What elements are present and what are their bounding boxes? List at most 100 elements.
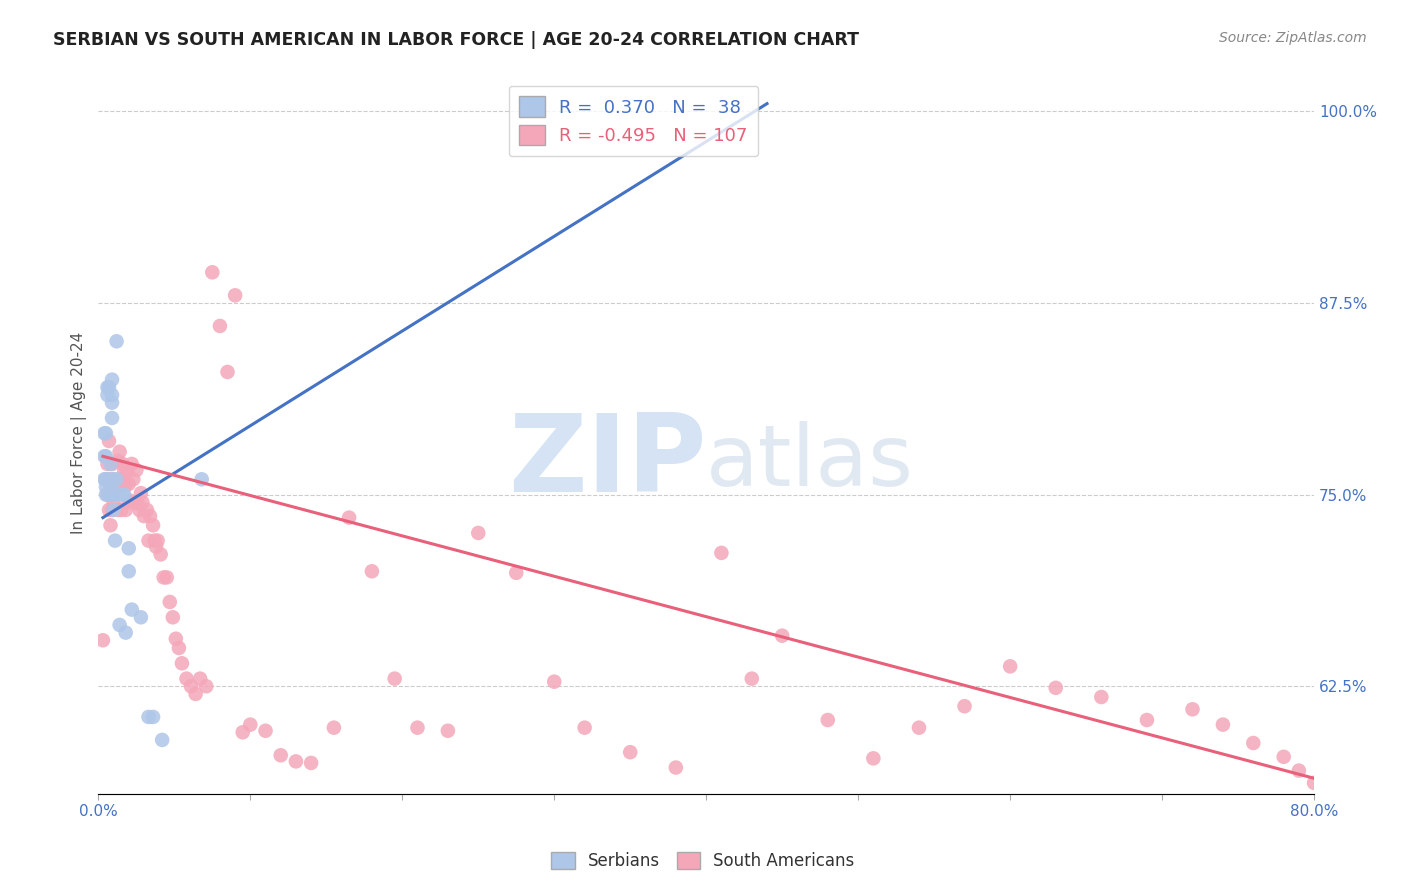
Point	[201, 265, 224, 279]
Point	[101, 488, 124, 502]
Legend: Serbians, South Americans: Serbians, South Americans	[544, 845, 862, 877]
Point	[108, 444, 131, 458]
Point	[770, 629, 793, 643]
Point	[110, 503, 132, 517]
Point	[1326, 745, 1348, 759]
Point	[208, 318, 231, 333]
Point	[1045, 681, 1067, 695]
Point	[224, 288, 246, 302]
Point	[93, 472, 115, 486]
Point	[104, 533, 127, 548]
Point	[132, 509, 155, 524]
Point	[100, 457, 122, 471]
Point	[112, 465, 135, 479]
Point	[1341, 772, 1364, 786]
Point	[103, 488, 125, 502]
Point	[190, 472, 212, 486]
Text: SERBIAN VS SOUTH AMERICAN IN LABOR FORCE | AGE 20-24 CORRELATION CHART: SERBIAN VS SOUTH AMERICAN IN LABOR FORCE…	[53, 31, 859, 49]
Point	[146, 533, 169, 548]
Point	[998, 659, 1021, 673]
Point	[152, 570, 174, 584]
Point	[103, 472, 125, 486]
Point	[103, 503, 125, 517]
Point	[131, 495, 153, 509]
Point	[619, 745, 641, 759]
Point	[254, 723, 277, 738]
Point	[574, 721, 596, 735]
Point	[129, 610, 152, 624]
Text: atlas: atlas	[706, 421, 914, 504]
Point	[142, 710, 165, 724]
Point	[1212, 717, 1234, 731]
Point	[817, 713, 839, 727]
Point	[118, 495, 141, 509]
Point	[337, 510, 360, 524]
Point	[114, 625, 136, 640]
Point	[103, 495, 125, 509]
Point	[118, 541, 141, 556]
Point	[121, 457, 143, 471]
Point	[96, 380, 118, 394]
Point	[138, 533, 160, 548]
Point	[1136, 713, 1159, 727]
Point	[101, 388, 124, 402]
Point	[1241, 736, 1264, 750]
Point	[270, 748, 292, 763]
Point	[1348, 782, 1371, 797]
Point	[91, 633, 114, 648]
Point	[105, 480, 128, 494]
Point	[1288, 764, 1310, 778]
Point	[1090, 690, 1112, 704]
Point	[1379, 760, 1402, 774]
Point	[170, 657, 193, 671]
Point	[165, 632, 187, 646]
Point	[118, 564, 141, 578]
Point	[1272, 749, 1295, 764]
Point	[953, 699, 976, 714]
Point	[162, 610, 184, 624]
Point	[101, 457, 124, 471]
Point	[406, 721, 429, 735]
Text: Source: ZipAtlas.com: Source: ZipAtlas.com	[1219, 31, 1367, 45]
Point	[741, 672, 763, 686]
Point	[100, 480, 122, 494]
Point	[120, 493, 142, 508]
Point	[98, 380, 121, 394]
Point	[156, 570, 179, 584]
Point	[101, 503, 124, 517]
Legend: R =  0.370   N =  38, R = -0.495   N = 107: R = 0.370 N = 38, R = -0.495 N = 107	[509, 86, 758, 156]
Point	[467, 525, 489, 540]
Point	[111, 488, 134, 502]
Point	[195, 679, 218, 693]
Point	[1181, 702, 1204, 716]
Point	[1355, 745, 1378, 759]
Point	[98, 488, 121, 502]
Point	[118, 476, 141, 491]
Point	[142, 518, 165, 533]
Point	[505, 566, 527, 580]
Point	[104, 480, 127, 494]
Point	[101, 373, 124, 387]
Point	[115, 465, 138, 479]
Text: ZIP: ZIP	[508, 409, 706, 515]
Point	[101, 411, 124, 425]
Point	[129, 486, 152, 500]
Point	[94, 450, 117, 464]
Point	[107, 488, 129, 502]
Point	[862, 751, 884, 765]
Point	[322, 721, 344, 735]
Point	[98, 434, 121, 448]
Point	[149, 548, 172, 562]
Point	[159, 595, 181, 609]
Point	[138, 710, 160, 724]
Point	[114, 478, 136, 492]
Point	[543, 674, 565, 689]
Point	[100, 518, 122, 533]
Point	[136, 503, 159, 517]
Point	[1303, 776, 1326, 790]
Point	[122, 472, 145, 486]
Point	[150, 733, 173, 747]
Point	[94, 480, 117, 494]
Point	[145, 540, 167, 554]
Point	[105, 334, 128, 349]
